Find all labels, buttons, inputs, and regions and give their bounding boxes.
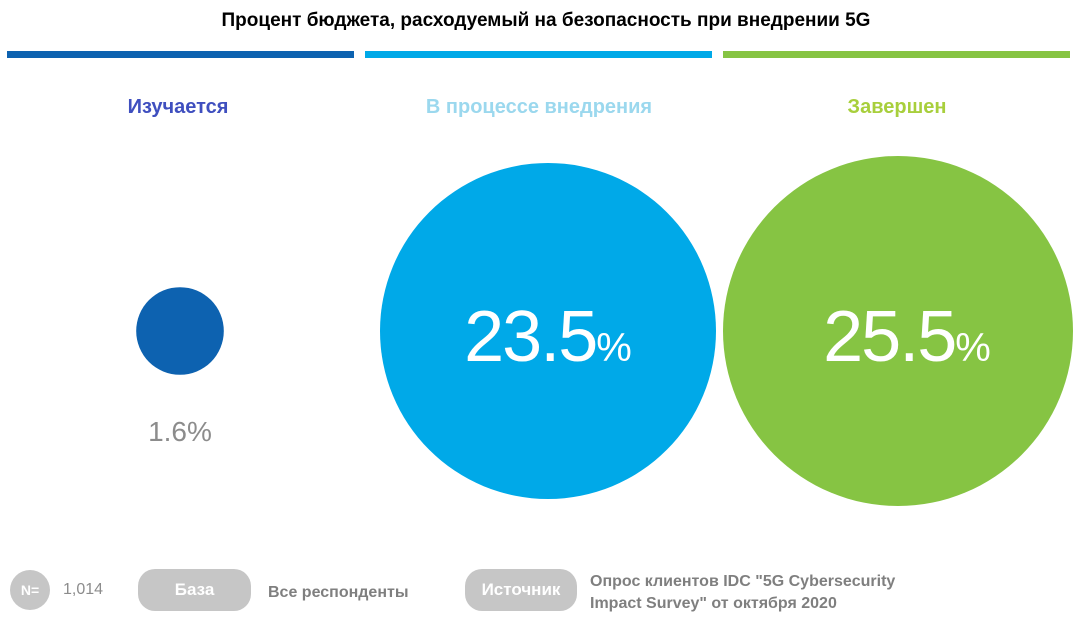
value-number-completed: 25.5 [823,297,957,377]
n-value: 1,014 [63,581,104,598]
base-value: Все респонденты [268,584,409,601]
value-label-completed: 25.5% [737,296,1077,378]
chart-title: Процент бюджета, расходуемый на безопасн… [221,10,871,31]
category-label-implementing: В процессе внедрения [425,96,653,118]
color-bar-completed [723,51,1070,58]
value-number-implementing: 23.5 [464,297,598,377]
color-bar-exploring [7,51,354,58]
bubble-exploring [136,287,224,375]
value-label-implementing: 23.5% [378,296,718,378]
value-label-exploring: 1.6% [148,416,212,447]
n-badge: N= [10,570,50,610]
source-pill: Источник [465,569,577,611]
category-label-completed: Завершен [847,96,947,118]
color-bar-implementing [365,51,712,58]
category-label-exploring: Изучается [127,96,229,118]
bubble-implementing [380,163,716,499]
percent-sign-implementing: % [596,326,632,370]
percent-sign-completed: % [955,326,991,370]
source-line-2: Impact Survey" от октября 2020 [590,595,837,612]
source-value: Опрос клиентов IDC "5G Cybersecurity Imp… [590,571,895,615]
bubble-completed [723,156,1073,506]
source-line-1: Опрос клиентов IDC "5G Cybersecurity [590,573,896,590]
base-pill: База [138,569,251,611]
